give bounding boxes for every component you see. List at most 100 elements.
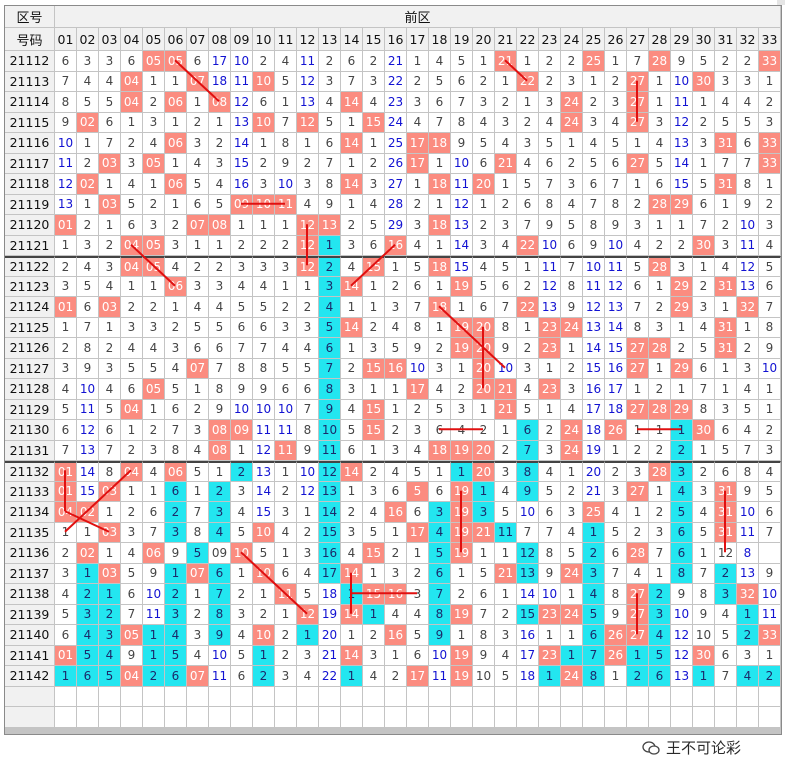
table-cell: 12 bbox=[671, 625, 693, 646]
table-cell: 9 bbox=[209, 399, 231, 420]
table-cell: 5 bbox=[451, 51, 473, 72]
table-cell: 4 bbox=[737, 420, 759, 441]
table-cell: 1 bbox=[77, 563, 99, 584]
period-cell: 21126 bbox=[5, 338, 55, 359]
table-cell: 23 bbox=[385, 92, 407, 113]
table-cell: 21 bbox=[583, 481, 605, 502]
table-cell: 30 bbox=[693, 235, 715, 256]
column-header: 30 bbox=[693, 28, 715, 51]
table-cell: 14 bbox=[341, 317, 363, 338]
table-cell: 12 bbox=[297, 235, 319, 256]
period-cell bbox=[5, 707, 55, 728]
table-cell: 4 bbox=[473, 256, 495, 277]
table-cell bbox=[253, 686, 275, 707]
table-cell: 4 bbox=[649, 133, 671, 154]
table-cell: 07 bbox=[187, 71, 209, 92]
table-cell: 1 bbox=[451, 297, 473, 318]
table-cell: 24 bbox=[561, 604, 583, 625]
table-cell: 6 bbox=[583, 625, 605, 646]
table-cell: 22 bbox=[517, 235, 539, 256]
table-cell: 9 bbox=[605, 215, 627, 236]
table-cell bbox=[451, 707, 473, 728]
table-cell: 03 bbox=[99, 194, 121, 215]
table-cell: 3 bbox=[209, 502, 231, 523]
table-cell: 06 bbox=[165, 133, 187, 154]
table-cell: 17 bbox=[407, 522, 429, 543]
table-cell: 3 bbox=[605, 481, 627, 502]
table-cell: 1 bbox=[121, 420, 143, 441]
table-cell: 5 bbox=[693, 522, 715, 543]
table-cell: 13 bbox=[55, 194, 77, 215]
table-cell: 5 bbox=[77, 645, 99, 666]
table-cell: 5 bbox=[121, 194, 143, 215]
column-header: 23 bbox=[539, 28, 561, 51]
table-cell: 1 bbox=[473, 399, 495, 420]
table-cell: 25 bbox=[385, 133, 407, 154]
table-cell: 6 bbox=[671, 522, 693, 543]
table-cell: 24 bbox=[561, 666, 583, 687]
table-cell: 8 bbox=[561, 276, 583, 297]
period-cell: 21121 bbox=[5, 235, 55, 256]
column-header: 25 bbox=[583, 28, 605, 51]
table-cell: 8 bbox=[187, 522, 209, 543]
area-header: 区号 bbox=[5, 6, 55, 28]
table-cell: 1 bbox=[495, 174, 517, 195]
table-cell: 1 bbox=[341, 666, 363, 687]
table-cell: 4 bbox=[143, 338, 165, 359]
table-cell: 3 bbox=[539, 92, 561, 113]
table-cell: 5 bbox=[319, 317, 341, 338]
table-cell: 20 bbox=[473, 174, 495, 195]
table-cell: 2 bbox=[539, 71, 561, 92]
table-cell: 1 bbox=[275, 215, 297, 236]
table-cell: 11 bbox=[297, 51, 319, 72]
table-cell: 11 bbox=[253, 420, 275, 441]
table-cell: 1 bbox=[451, 625, 473, 646]
table-cell: 11 bbox=[55, 153, 77, 174]
table-cell bbox=[407, 707, 429, 728]
table-cell: 1 bbox=[693, 440, 715, 461]
table-cell: 6 bbox=[319, 133, 341, 154]
table-cell: 5 bbox=[407, 625, 429, 646]
table-cell: 7 bbox=[143, 522, 165, 543]
table-cell: 2 bbox=[99, 604, 121, 625]
scrollbar-corner[interactable] bbox=[777, 0, 785, 5]
table-cell: 2 bbox=[363, 461, 385, 482]
table-cell: 1 bbox=[385, 645, 407, 666]
table-cell: 3 bbox=[55, 276, 77, 297]
column-header: 16 bbox=[385, 28, 407, 51]
table-cell: 3 bbox=[561, 174, 583, 195]
table-cell: 2 bbox=[737, 338, 759, 359]
table-cell: 31 bbox=[715, 338, 737, 359]
table-cell: 14 bbox=[583, 338, 605, 359]
table-cell: 7 bbox=[649, 543, 671, 564]
table-cell: 14 bbox=[341, 645, 363, 666]
table-cell: 7 bbox=[693, 563, 715, 584]
table-cell: 01 bbox=[55, 645, 77, 666]
table-cell: 2 bbox=[561, 51, 583, 72]
table-cell: 33 bbox=[759, 153, 781, 174]
table-cell: 1 bbox=[99, 584, 121, 605]
table-cell: 16 bbox=[231, 174, 253, 195]
table-cell: 7 bbox=[583, 645, 605, 666]
table-cell: 4 bbox=[77, 625, 99, 646]
table-cell: 3 bbox=[429, 502, 451, 523]
table-cell bbox=[385, 686, 407, 707]
table-cell: 4 bbox=[165, 358, 187, 379]
table-cell: 22 bbox=[319, 666, 341, 687]
column-header: 15 bbox=[363, 28, 385, 51]
table-cell: 2 bbox=[649, 297, 671, 318]
table-cell: 6 bbox=[473, 584, 495, 605]
table-cell: 6 bbox=[473, 297, 495, 318]
table-cell bbox=[473, 707, 495, 728]
table-cell: 12 bbox=[297, 604, 319, 625]
table-cell: 8 bbox=[737, 461, 759, 482]
table-cell: 4 bbox=[583, 584, 605, 605]
table-cell: 7 bbox=[693, 379, 715, 400]
table-cell bbox=[693, 686, 715, 707]
table-cell: 5 bbox=[253, 297, 275, 318]
table-cell: 18 bbox=[429, 297, 451, 318]
table-cell: 3 bbox=[407, 215, 429, 236]
table-cell: 3 bbox=[495, 461, 517, 482]
table-cell: 18 bbox=[429, 256, 451, 277]
table-cell: 6 bbox=[99, 112, 121, 133]
